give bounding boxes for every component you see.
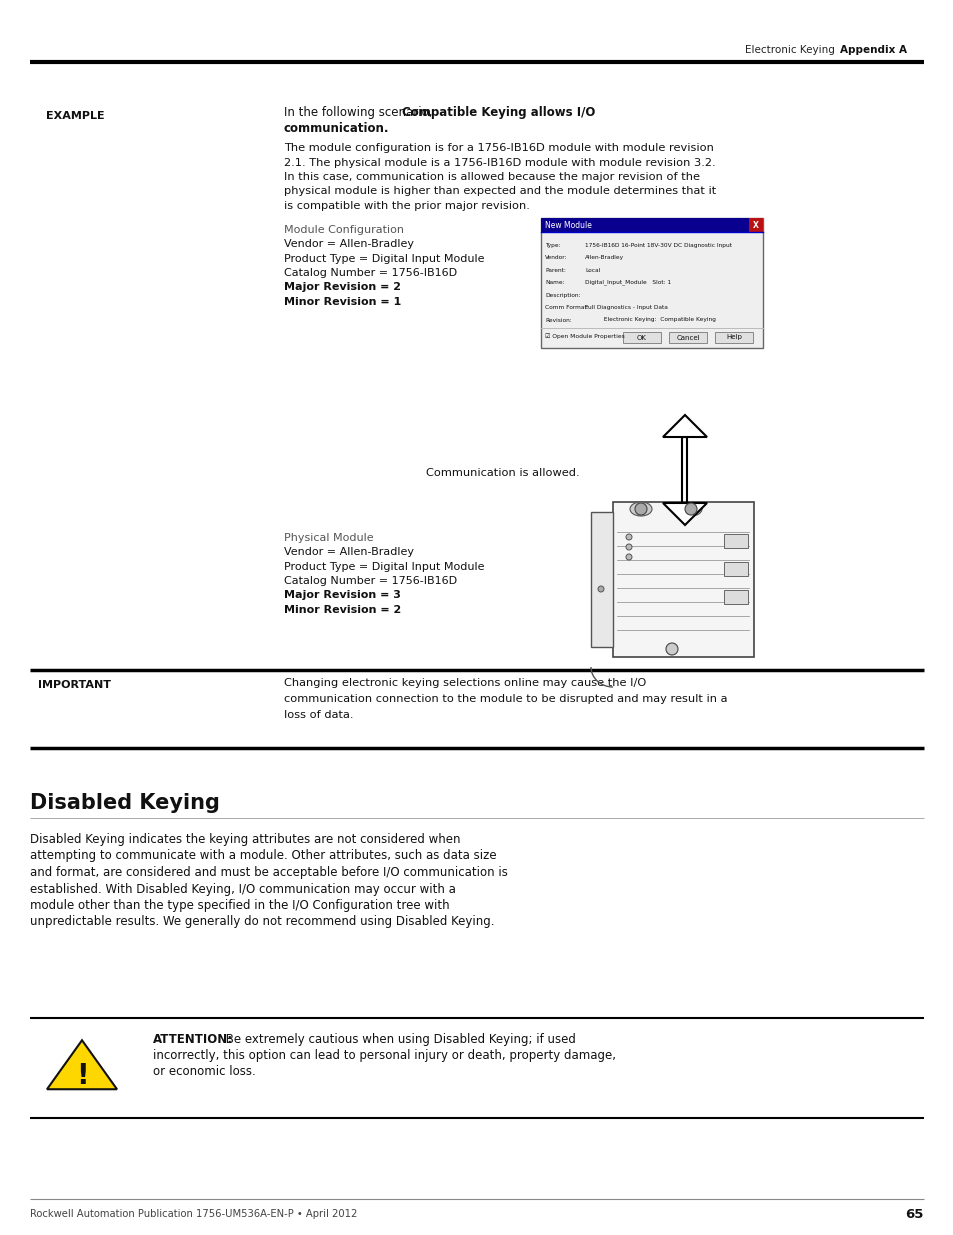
Text: Physical Module: Physical Module bbox=[284, 534, 374, 543]
Text: Cancel: Cancel bbox=[676, 335, 700, 341]
Text: OK: OK bbox=[637, 335, 646, 341]
Text: Type:: Type: bbox=[544, 242, 560, 247]
Text: Digital_Input_Module   Slot: 1: Digital_Input_Module Slot: 1 bbox=[584, 279, 670, 285]
Text: Vendor:: Vendor: bbox=[544, 254, 567, 261]
Text: Disabled Keying indicates the keying attributes are not considered when: Disabled Keying indicates the keying att… bbox=[30, 832, 460, 846]
Bar bbox=[540, 219, 762, 232]
Bar bbox=[748, 219, 762, 232]
Text: EXAMPLE: EXAMPLE bbox=[46, 111, 104, 121]
Text: Catalog Number = 1756-IB16D: Catalog Number = 1756-IB16D bbox=[284, 268, 456, 278]
Circle shape bbox=[665, 643, 678, 655]
Text: Vendor = Allen-Bradley: Vendor = Allen-Bradley bbox=[284, 240, 414, 249]
Text: Major Revision = 3: Major Revision = 3 bbox=[284, 590, 400, 600]
Polygon shape bbox=[662, 503, 706, 525]
Text: Minor Revision = 1: Minor Revision = 1 bbox=[284, 296, 401, 308]
Circle shape bbox=[625, 555, 631, 559]
Circle shape bbox=[625, 534, 631, 540]
Text: Compatible Keying allows I/O: Compatible Keying allows I/O bbox=[401, 106, 595, 119]
Text: 2.1. The physical module is a 1756-IB16D module with module revision 3.2.: 2.1. The physical module is a 1756-IB16D… bbox=[284, 158, 715, 168]
Text: Product Type = Digital Input Module: Product Type = Digital Input Module bbox=[284, 562, 484, 572]
Text: is compatible with the prior major revision.: is compatible with the prior major revis… bbox=[284, 201, 529, 211]
Text: unpredictable results. We generally do not recommend using Disabled Keying.: unpredictable results. We generally do n… bbox=[30, 915, 494, 929]
Text: communication.: communication. bbox=[284, 122, 389, 135]
Text: In this case, communication is allowed because the major revision of the: In this case, communication is allowed b… bbox=[284, 172, 700, 182]
Text: communication connection to the module to be disrupted and may result in a: communication connection to the module t… bbox=[284, 694, 727, 704]
Text: established. With Disabled Keying, I/O communication may occur with a: established. With Disabled Keying, I/O c… bbox=[30, 883, 456, 895]
Bar bbox=[723, 590, 747, 604]
Text: Name:: Name: bbox=[544, 280, 564, 285]
Bar bbox=[590, 513, 613, 647]
Text: Appendix A: Appendix A bbox=[840, 44, 906, 56]
Bar bbox=[723, 562, 747, 576]
Text: loss of data.: loss of data. bbox=[284, 710, 354, 720]
Bar bbox=[723, 534, 747, 548]
Text: module other than the type specified in the I/O Configuration tree with: module other than the type specified in … bbox=[30, 899, 449, 911]
Bar bbox=[613, 501, 753, 657]
Polygon shape bbox=[47, 1040, 117, 1089]
Text: 1756-IB16D 16-Point 18V-30V DC Diagnostic Input: 1756-IB16D 16-Point 18V-30V DC Diagnosti… bbox=[584, 242, 731, 247]
Text: Catalog Number = 1756-IB16D: Catalog Number = 1756-IB16D bbox=[284, 576, 456, 585]
Text: Disabled Keying: Disabled Keying bbox=[30, 793, 219, 813]
Text: The module configuration is for a 1756-IB16D module with module revision: The module configuration is for a 1756-I… bbox=[284, 143, 713, 153]
Text: Help: Help bbox=[725, 335, 741, 341]
Text: Full Diagnostics - Input Data: Full Diagnostics - Input Data bbox=[584, 305, 667, 310]
Text: attempting to communicate with a module. Other attributes, such as data size: attempting to communicate with a module.… bbox=[30, 850, 497, 862]
Polygon shape bbox=[662, 415, 706, 437]
Circle shape bbox=[684, 503, 697, 515]
Text: incorrectly, this option can lead to personal injury or death, property damage,: incorrectly, this option can lead to per… bbox=[152, 1049, 616, 1062]
Text: Parent:: Parent: bbox=[544, 268, 565, 273]
Bar bbox=[540, 219, 762, 348]
Ellipse shape bbox=[679, 501, 701, 516]
Text: 65: 65 bbox=[904, 1208, 923, 1220]
Text: Local: Local bbox=[584, 268, 599, 273]
Bar bbox=[622, 332, 660, 343]
Text: Vendor = Allen-Bradley: Vendor = Allen-Bradley bbox=[284, 547, 414, 557]
Text: Rockwell Automation Publication 1756-UM536A-EN-P • April 2012: Rockwell Automation Publication 1756-UM5… bbox=[30, 1209, 357, 1219]
Text: physical module is higher than expected and the module determines that it: physical module is higher than expected … bbox=[284, 186, 716, 196]
Text: Communication is allowed.: Communication is allowed. bbox=[426, 468, 579, 478]
Text: ☑ Open Module Properties: ☑ Open Module Properties bbox=[544, 333, 624, 338]
Text: Major Revision = 2: Major Revision = 2 bbox=[284, 283, 400, 293]
Text: !: ! bbox=[75, 1062, 89, 1091]
Text: Product Type = Digital Input Module: Product Type = Digital Input Module bbox=[284, 253, 484, 263]
Circle shape bbox=[625, 543, 631, 550]
Text: Allen-Bradley: Allen-Bradley bbox=[584, 254, 623, 261]
Text: Description:: Description: bbox=[544, 293, 579, 298]
Text: IMPORTANT: IMPORTANT bbox=[38, 680, 112, 690]
Text: Module Configuration: Module Configuration bbox=[284, 225, 403, 235]
Text: and format, are considered and must be acceptable before I/O communication is: and format, are considered and must be a… bbox=[30, 866, 507, 879]
Circle shape bbox=[598, 585, 603, 592]
Text: New Module: New Module bbox=[544, 221, 591, 230]
Text: or economic loss.: or economic loss. bbox=[152, 1065, 255, 1078]
Text: ATTENTION:: ATTENTION: bbox=[152, 1032, 233, 1046]
Text: Electronic Keying:  Compatible Keying: Electronic Keying: Compatible Keying bbox=[584, 317, 715, 322]
Text: Changing electronic keying selections online may cause the I/O: Changing electronic keying selections on… bbox=[284, 678, 645, 688]
Text: Minor Revision = 2: Minor Revision = 2 bbox=[284, 605, 401, 615]
Text: In the following scenario,: In the following scenario, bbox=[284, 106, 436, 119]
Text: Comm Format:: Comm Format: bbox=[544, 305, 588, 310]
Text: X: X bbox=[752, 221, 759, 230]
Text: Be extremely cautious when using Disabled Keying; if used: Be extremely cautious when using Disable… bbox=[222, 1032, 576, 1046]
Bar bbox=[714, 332, 752, 343]
Circle shape bbox=[635, 503, 646, 515]
Ellipse shape bbox=[629, 501, 651, 516]
Text: Revision:: Revision: bbox=[544, 317, 571, 322]
Text: Electronic Keying: Electronic Keying bbox=[744, 44, 834, 56]
Bar bbox=[668, 332, 706, 343]
